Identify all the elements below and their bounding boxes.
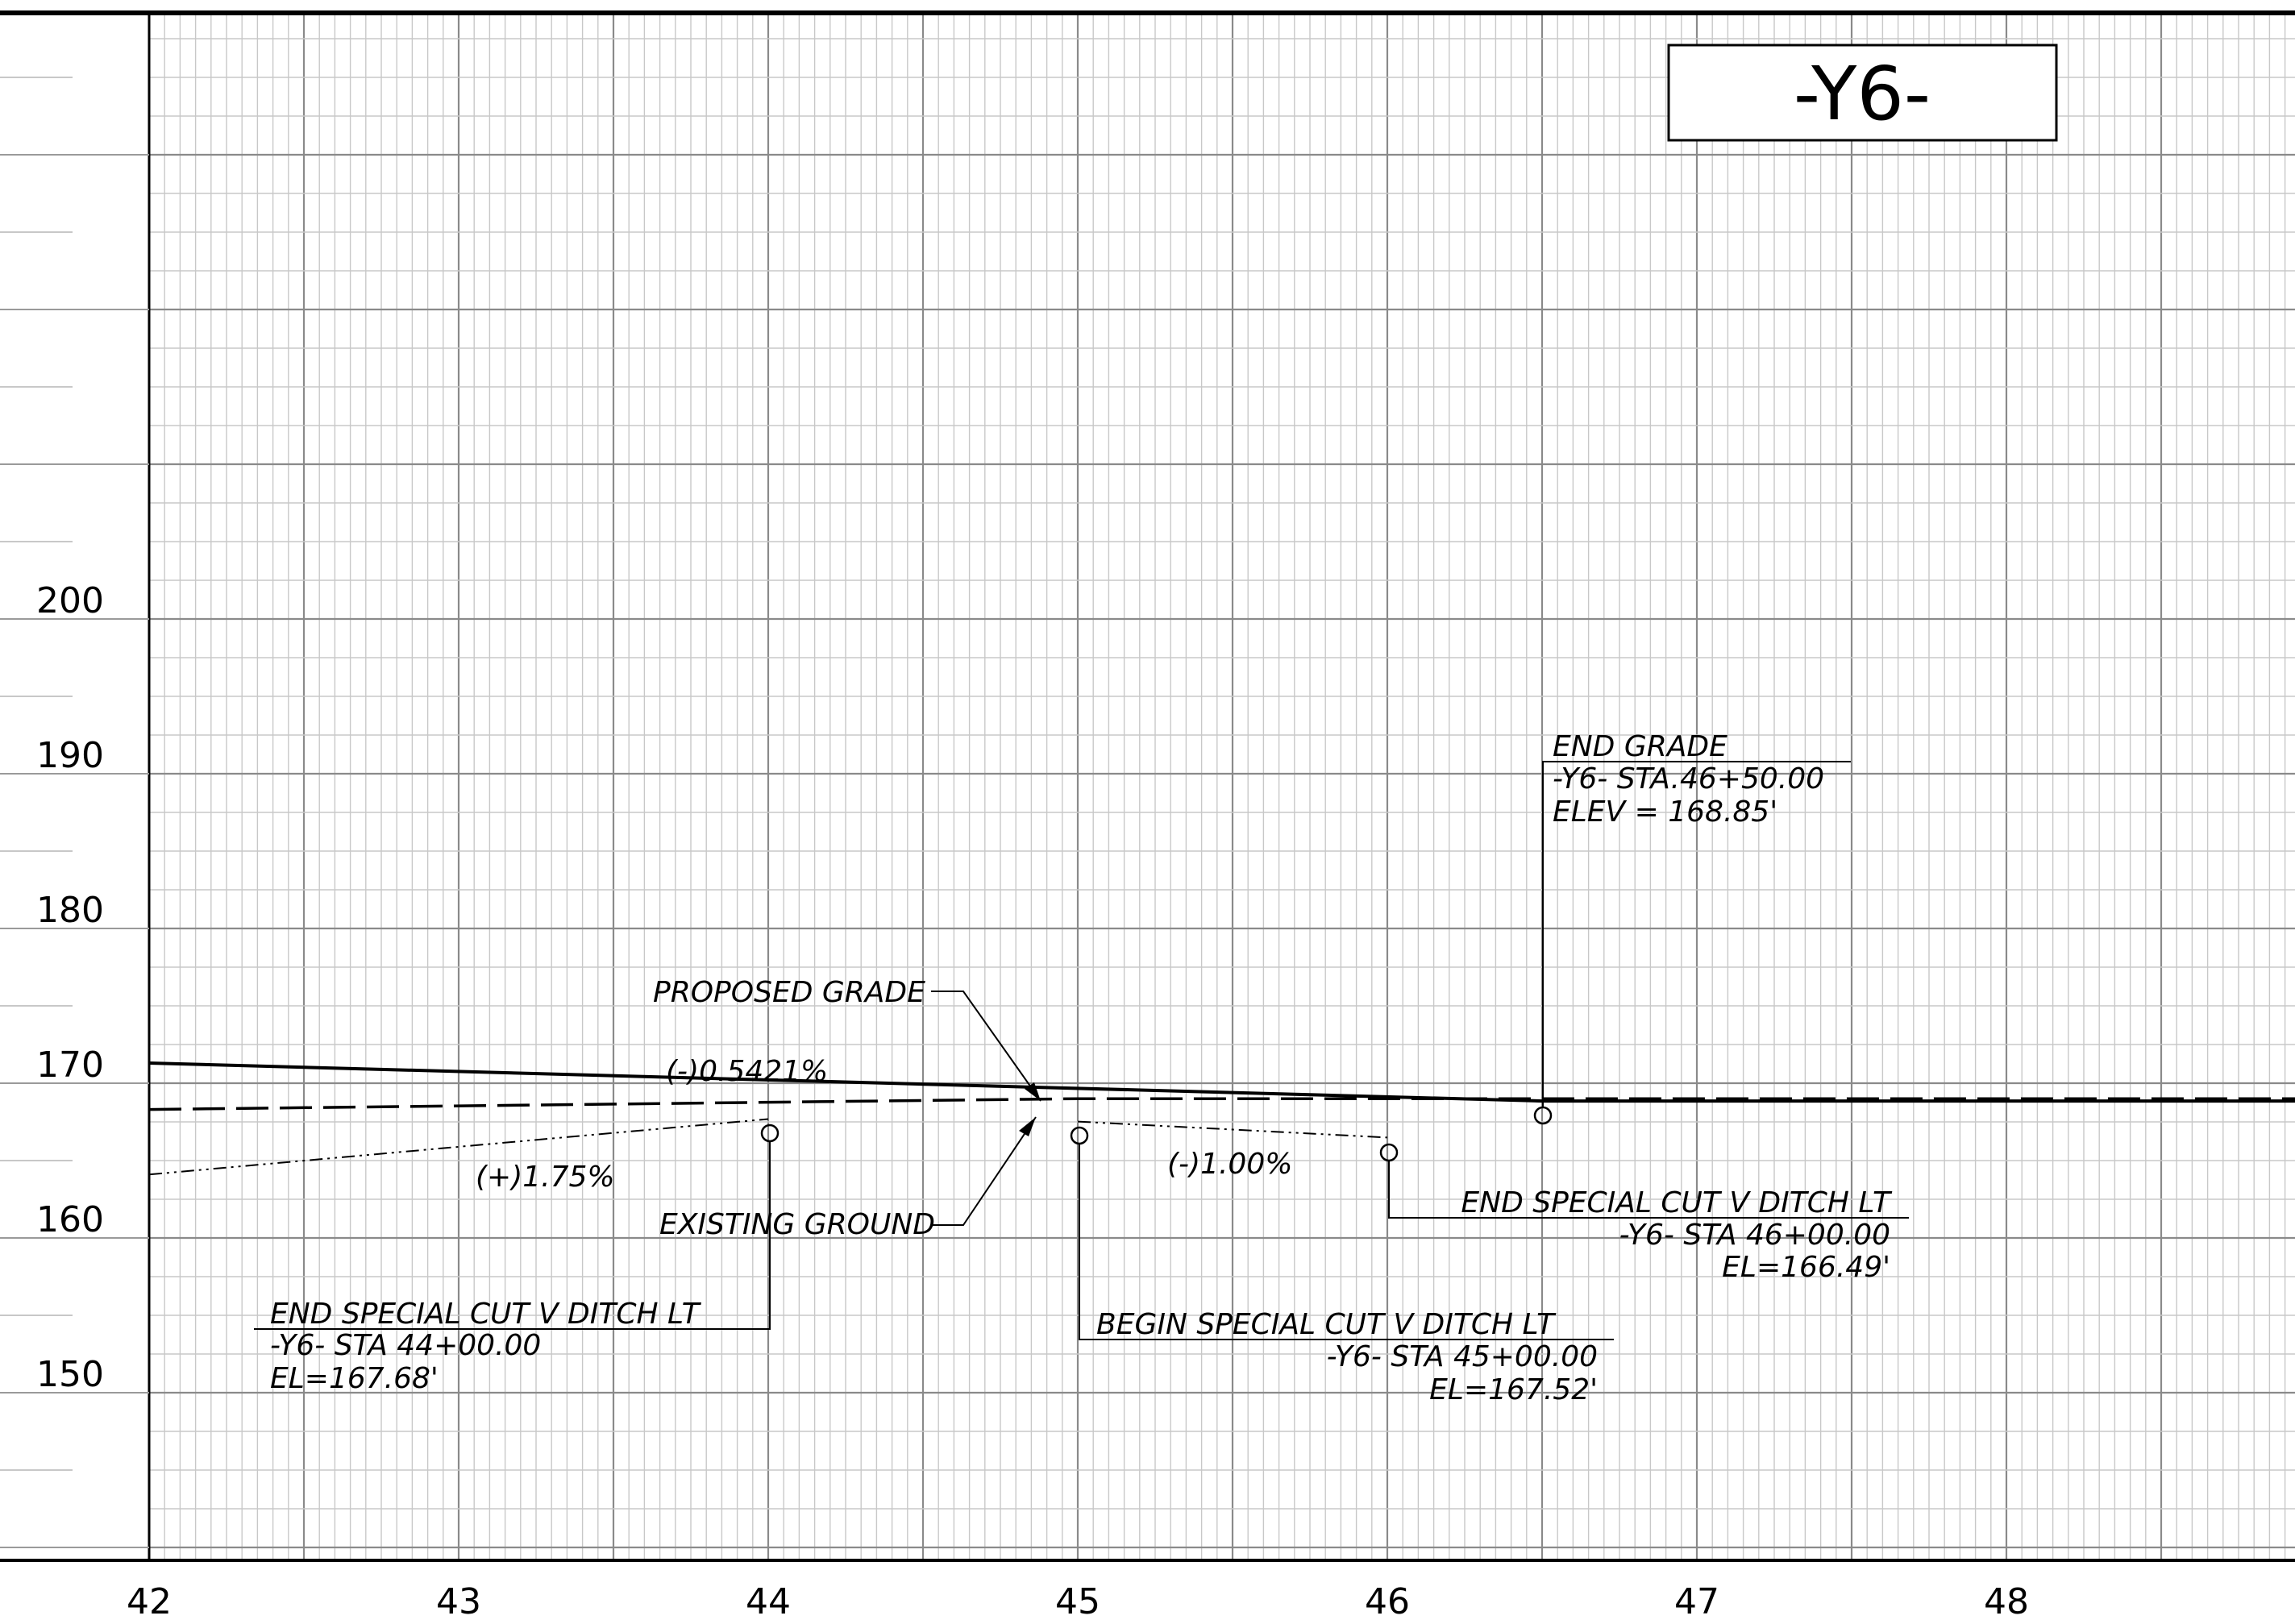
existing-ground-line (148, 1097, 2295, 1111)
y-tick-label: 190 (36, 735, 104, 776)
existing-ground-arrowhead (1019, 1117, 1036, 1136)
begin-ditch-45-line1: BEGIN SPECIAL CUT V DITCH LT (1096, 1308, 1557, 1341)
y-tick-label: 200 (36, 580, 104, 621)
ditch-44-marker (760, 1124, 780, 1143)
end-grade-line2: -Y6- STA.46+50.00 (1553, 762, 1824, 795)
proposed-grade-label: PROPOSED GRADE (653, 976, 925, 1009)
existing-ground-leader (931, 1116, 1037, 1226)
end-grade-line3: ELEV = 168.85' (1553, 795, 1777, 829)
x-tick-labels: 42 43 44 45 46 47 48 (127, 1581, 2029, 1622)
proposed-grade-leader (931, 991, 1041, 1102)
ditch-46-leader (1388, 1161, 1909, 1219)
x-tick-label: 46 (1365, 1581, 1410, 1622)
ditch-44-leader (254, 1141, 771, 1330)
end-ditch-44-line1: END SPECIAL CUT V DITCH LT (270, 1298, 702, 1331)
x-tick-label: 43 (436, 1581, 481, 1622)
proposed-grade-arrowhead (1025, 1082, 1041, 1101)
x-tick-label: 47 (1674, 1581, 1719, 1622)
y-tick-labels: 150 160 170 180 190 200 (36, 580, 104, 1395)
end-grade-line1: END GRADE (1553, 730, 1727, 763)
grid (148, 13, 2295, 1560)
x-tick-label: 48 (1984, 1581, 2029, 1622)
begin-ditch-45-line3: EL=167.52' (1429, 1373, 1598, 1406)
end-ditch-46-line1: END SPECIAL CUT V DITCH LT (1461, 1186, 1893, 1219)
y-tick-label: 150 (36, 1354, 104, 1395)
grade-percent-label: (-)0.5421% (666, 1055, 828, 1088)
x-tick-label: 44 (746, 1581, 791, 1622)
ditch-right-percent-label: (-)1.00% (1167, 1148, 1292, 1181)
ditch-right-line (1077, 1120, 1388, 1139)
x-tick-label: 42 (127, 1581, 172, 1622)
y-tick-label: 180 (36, 890, 104, 931)
ditch-45-leader (1079, 1144, 1614, 1340)
end-ditch-46-line2: -Y6- STA 46+00.00 (1619, 1219, 1890, 1252)
ditch-45-marker (1070, 1126, 1089, 1145)
leaders (254, 761, 1909, 1340)
end-ditch-46-line3: EL=166.49' (1722, 1251, 1890, 1284)
title: -Y6- (1794, 51, 1931, 137)
left-elevation-ticks (0, 77, 149, 1548)
end-grade-leader (1542, 761, 1851, 1107)
proposed-grade-line (148, 1061, 2295, 1103)
ditch-left-line (148, 1118, 769, 1176)
end-ditch-44-line3: EL=167.68' (270, 1362, 439, 1395)
x-tick-label: 45 (1055, 1581, 1100, 1622)
ditch-46-marker (1379, 1143, 1399, 1162)
y-tick-label: 160 (36, 1199, 104, 1240)
begin-ditch-45-line2: -Y6- STA 45+00.00 (1327, 1340, 1598, 1373)
end-ditch-44-line2: -Y6- STA 44+00.00 (270, 1329, 541, 1362)
y-tick-label: 170 (36, 1045, 104, 1086)
ditch-left-percent-label: (+)1.75% (476, 1161, 615, 1194)
existing-ground-label: EXISTING GROUND (659, 1208, 935, 1241)
title-box (1667, 44, 2058, 142)
